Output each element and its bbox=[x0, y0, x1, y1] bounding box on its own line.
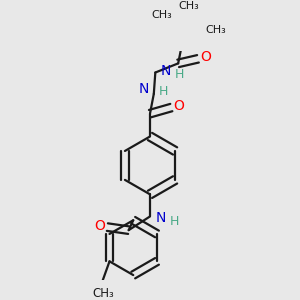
Text: N: N bbox=[155, 211, 166, 225]
Text: CH₃: CH₃ bbox=[151, 10, 172, 20]
Text: N: N bbox=[161, 64, 171, 78]
Text: CH₃: CH₃ bbox=[178, 1, 199, 10]
Text: CH₃: CH₃ bbox=[206, 25, 226, 35]
Text: CH₃: CH₃ bbox=[92, 287, 114, 300]
Text: O: O bbox=[200, 50, 211, 64]
Text: N: N bbox=[139, 82, 149, 96]
Text: H: H bbox=[175, 68, 184, 80]
Text: H: H bbox=[158, 85, 168, 98]
Text: H: H bbox=[170, 214, 179, 227]
Text: O: O bbox=[173, 99, 184, 113]
Text: O: O bbox=[94, 219, 105, 232]
